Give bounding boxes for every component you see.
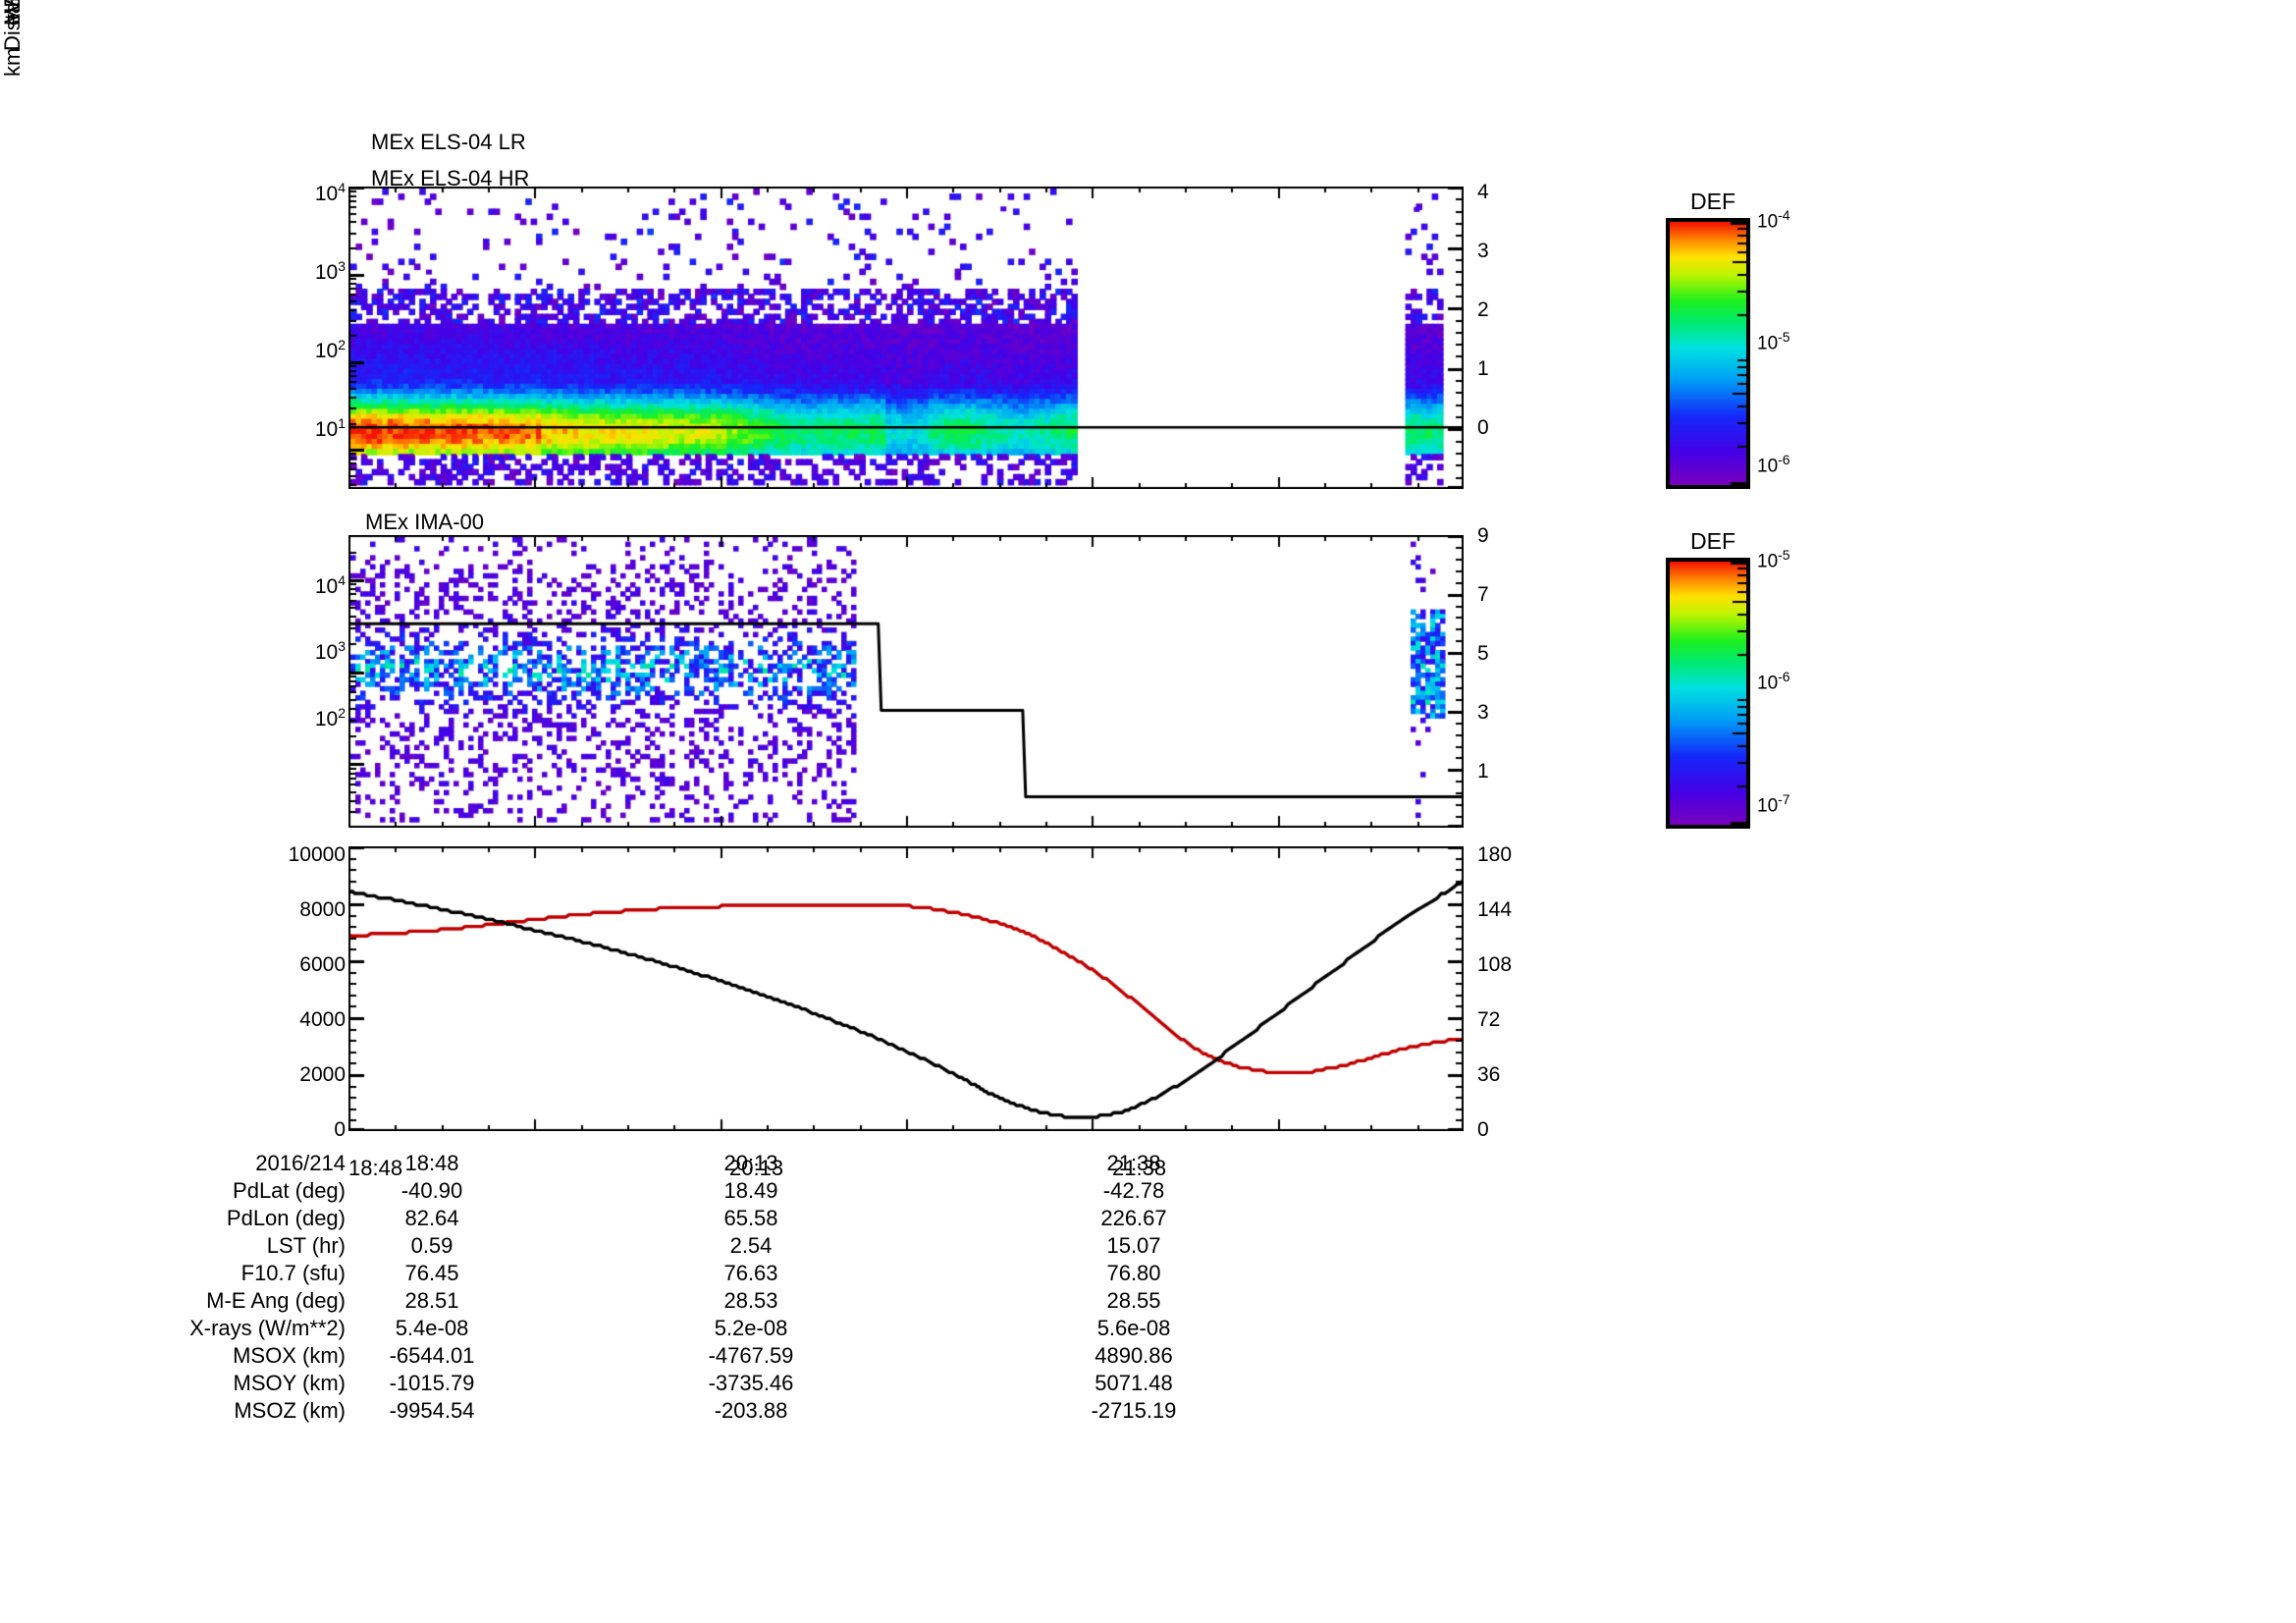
table-cell: 21:38	[1106, 1151, 1161, 1175]
table-cell: -2715.19	[1091, 1398, 1177, 1423]
panel-top-rtick-2: 2	[1477, 298, 1489, 321]
table-cell: 15.07	[1106, 1233, 1161, 1258]
table-cell: -3735.46	[708, 1371, 794, 1395]
table-cell: 226.67	[1100, 1206, 1167, 1230]
table-cell: 0.59	[410, 1233, 454, 1258]
table-cell: 76.63	[723, 1261, 778, 1285]
panel-middle-ytick-3: 103	[314, 638, 346, 664]
panel-bottom-rtick-180: 180	[1477, 843, 1513, 866]
panel-middle-rtick-9: 9	[1477, 524, 1489, 547]
panel-bottom-ytick-0: 0	[334, 1118, 346, 1141]
panel-bottom-ytick-8000: 8000	[299, 898, 346, 921]
table-cell: 65.58	[723, 1206, 778, 1230]
panel-top-title-hr: MEx ELS-04 HR	[371, 166, 530, 190]
table-row-label: PdLon (deg)	[226, 1206, 346, 1230]
table-cell: 2.54	[729, 1233, 773, 1258]
table-cell: 28.55	[1106, 1288, 1161, 1313]
panel-bottom: Sensor Data MEx Alt/Mars/Pd Distance km …	[0, 0, 1512, 1141]
table-row-label: PdLat (deg)	[233, 1178, 346, 1203]
colorbar-ima-title: DEF	[1690, 528, 1735, 554]
ima-spectrogram-canvas	[348, 535, 1464, 828]
table-row-label: M-E Ang (deg)	[206, 1288, 346, 1313]
panel-top-title-lr: MEx ELS-04 LR	[371, 130, 526, 154]
panel-bottom-ytick-6000: 6000	[299, 953, 346, 976]
table-cell: 5.6e-08	[1096, 1316, 1171, 1340]
panel-bottom-rtick-0: 0	[1477, 1118, 1489, 1141]
xaxis-tick-2: 21:38	[1112, 1156, 1167, 1180]
table-row-label: MSOY (km)	[233, 1371, 346, 1395]
table-cell: 18:48	[404, 1151, 459, 1175]
panel-middle-ytick-2: 102	[314, 705, 346, 730]
panel-middle-rtick-3: 3	[1477, 701, 1489, 724]
panel-top-rtick-1: 1	[1477, 357, 1489, 380]
table-cell: 28.53	[723, 1288, 778, 1313]
table-cell: -40.90	[400, 1178, 463, 1203]
table-row-label: 2016/214	[255, 1151, 346, 1175]
panel-middle-rtick-7: 7	[1477, 583, 1489, 606]
panel-top: MEx ELS-04 LR MEx ELS-04 HR Electron Ene…	[0, 0, 1489, 489]
panel-top-rtick-4: 4	[1477, 181, 1489, 203]
table-cell: -9954.54	[389, 1398, 475, 1423]
table-row-label: LST (hr)	[266, 1233, 346, 1258]
panel-bottom-rtick-36: 36	[1477, 1063, 1501, 1086]
panel-bottom-rtick-108: 108	[1477, 953, 1513, 976]
panel-top-ytick-1: 101	[314, 415, 346, 441]
panel-middle-ytick-4: 104	[314, 572, 346, 598]
xaxis-tick-1: 20:13	[729, 1156, 784, 1180]
table-cell: 82.64	[404, 1206, 459, 1230]
table-cell: -1015.79	[389, 1371, 475, 1395]
panel-bottom-ytick-2000: 2000	[299, 1063, 346, 1086]
panel-bottom-ylabel-text4: km	[0, 47, 25, 77]
panel-bottom-ytick-10000: 10000	[288, 843, 346, 866]
panel-top-rtick-0: 0	[1477, 416, 1489, 439]
table-cell: -203.88	[714, 1398, 788, 1423]
xaxis-tick-0: 18:48	[348, 1156, 403, 1180]
colorbar-els-title: DEF	[1690, 189, 1735, 214]
panel-top-rtick-3: 3	[1477, 240, 1489, 262]
panel-top-ytick-3: 103	[314, 258, 346, 284]
panel-bottom-rtick-72: 72	[1477, 1008, 1501, 1031]
panel-bottom-ytick-4000: 4000	[299, 1008, 346, 1031]
table-row-label: MSOX (km)	[233, 1343, 346, 1368]
panel-top-ytick-4: 104	[314, 180, 346, 205]
table-row-label: X-rays (W/m**2)	[189, 1316, 346, 1340]
colorbar-els-tick-mid: 10-5	[1757, 329, 1790, 354]
panel-middle-title: MEx IMA-00	[365, 510, 485, 534]
table-cell: 28.51	[404, 1288, 459, 1313]
colorbar-els-gradient	[1666, 218, 1750, 489]
colorbar-els: DEF 10-4 10-5 10-6 ergs/(cm**2-sr-sec-eV…	[0, 0, 1790, 489]
table-cell: 5071.48	[1095, 1371, 1173, 1395]
table-cell: 5.4e-08	[395, 1316, 469, 1340]
table-cell: 18.49	[723, 1178, 778, 1203]
colorbar-ima-gradient	[1666, 558, 1750, 829]
table-row-label: F10.7 (sfu)	[240, 1261, 346, 1285]
table-cell: 20:13	[723, 1151, 778, 1175]
table-cell: -4767.59	[708, 1343, 794, 1368]
table-cell: -42.78	[1102, 1178, 1165, 1203]
table-row-label: MSOZ (km)	[234, 1398, 346, 1423]
colorbar-ima: DEF 10-5 10-6 10-7 ergs/(cm**2-sr-sec-eV…	[0, 0, 1790, 829]
table-cell: 76.45	[404, 1261, 459, 1285]
table-cell: 76.80	[1106, 1261, 1161, 1285]
panel-middle: MEx IMA-00 Electron Volts eV 104 103 102…	[0, 0, 1489, 828]
panel-middle-rtick-1: 1	[1477, 760, 1489, 783]
table-cell: -6544.01	[389, 1343, 475, 1368]
panel-top-ytick-2: 102	[314, 337, 346, 362]
colorbar-ima-tick-bottom: 10-7	[1757, 791, 1790, 817]
els-spectrogram-canvas	[348, 187, 1464, 489]
colorbar-els-tick-top: 10-4	[1757, 207, 1790, 233]
panel-middle-rtick-5: 5	[1477, 642, 1489, 665]
panel-bottom-rtick-144: 144	[1477, 898, 1513, 921]
colorbar-els-tick-bottom: 10-6	[1757, 452, 1790, 477]
table-cell: 4890.86	[1095, 1343, 1173, 1368]
colorbar-ima-tick-mid: 10-6	[1757, 669, 1790, 694]
table-cell: 5.2e-08	[714, 1316, 788, 1340]
altitude-sza-canvas	[348, 846, 1464, 1131]
colorbar-ima-tick-top: 10-5	[1757, 547, 1790, 572]
